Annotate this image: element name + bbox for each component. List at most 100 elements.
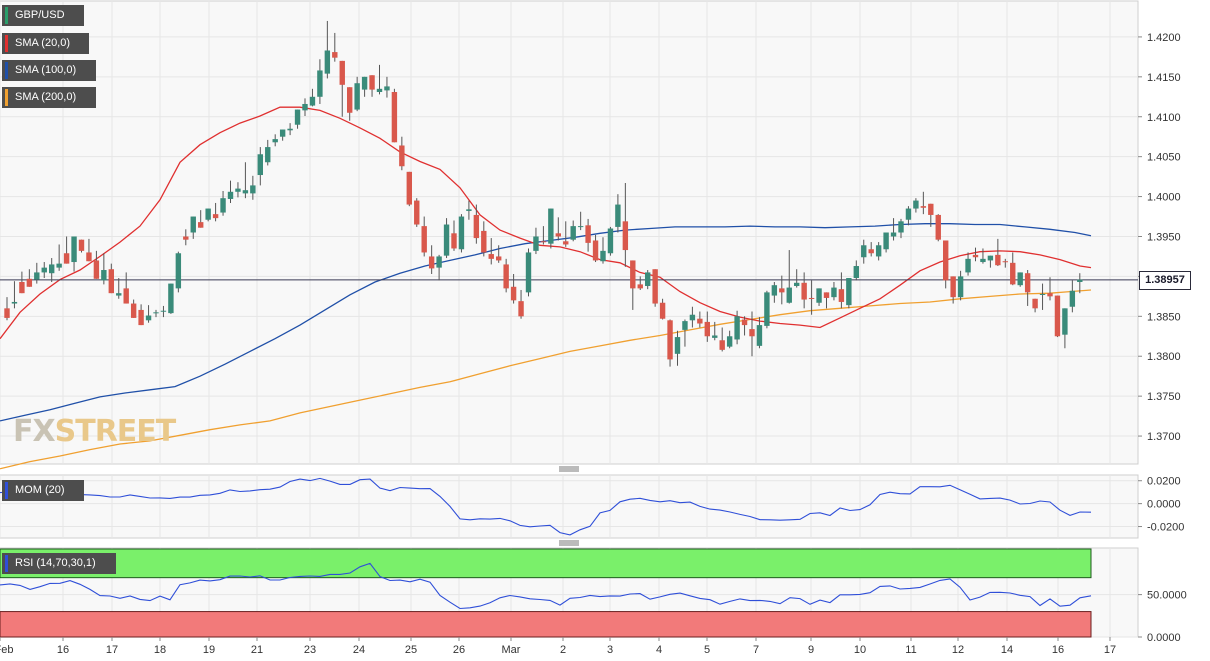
candle xyxy=(86,238,92,262)
y-tick-label: 1.4150 xyxy=(1147,72,1181,84)
x-tick-label: 18 xyxy=(154,644,166,656)
candle-body xyxy=(890,232,897,237)
candle xyxy=(600,237,606,264)
candle xyxy=(242,162,249,199)
candle xyxy=(205,208,211,222)
legend-swatch xyxy=(5,89,8,106)
x-tick-label: 21 xyxy=(251,644,263,656)
candle-body xyxy=(957,276,964,298)
candle-body xyxy=(726,336,733,347)
x-tick-label: 9 xyxy=(808,644,814,656)
candle xyxy=(972,247,979,262)
legend-mom[interactable]: MOM (20) xyxy=(2,480,84,501)
fxstreet-watermark: FXSTREET xyxy=(13,414,176,449)
candle xyxy=(548,208,554,249)
x-tick-label: 23 xyxy=(304,644,316,656)
candle xyxy=(1062,308,1068,349)
candle xyxy=(235,182,241,198)
candle xyxy=(272,134,278,147)
candle-body xyxy=(265,147,271,163)
candle xyxy=(726,330,733,349)
legend-rsi[interactable]: RSI (14,70,30,1) xyxy=(2,553,116,574)
candle-body xyxy=(756,325,763,346)
candle-body xyxy=(175,253,182,289)
candle xyxy=(250,175,256,200)
legend-swatch xyxy=(5,555,8,572)
candle xyxy=(496,245,502,263)
candle xyxy=(414,198,420,227)
candle xyxy=(913,198,919,213)
candle-body xyxy=(220,198,226,213)
candle xyxy=(563,221,569,247)
candle-body xyxy=(108,269,114,294)
candle xyxy=(570,220,576,242)
candle-body xyxy=(458,216,465,250)
candle xyxy=(428,245,435,275)
legend-sma20[interactable]: SMA (20,0) xyxy=(2,33,89,54)
panel-resize-handles[interactable] xyxy=(559,466,579,546)
legend-symbol[interactable]: GBP/USD xyxy=(2,5,84,26)
candle-body xyxy=(615,204,621,227)
candle-body xyxy=(935,214,941,240)
candle-body xyxy=(622,221,629,251)
y-tick-label: 1.3850 xyxy=(1147,311,1181,323)
candle xyxy=(652,269,658,307)
candle xyxy=(391,88,398,143)
candle-body xyxy=(779,288,785,293)
legend-label: SMA (200,0) xyxy=(15,91,77,103)
candle xyxy=(116,278,122,299)
candle-body xyxy=(428,256,435,269)
candle-body xyxy=(987,255,994,261)
candle-body xyxy=(384,86,390,91)
legend-swatch xyxy=(5,7,8,24)
x-tick-label: 11 xyxy=(905,644,916,656)
x-tick-label: Mar xyxy=(502,644,521,656)
legend-sma200[interactable]: SMA (200,0) xyxy=(2,87,96,108)
y-tick-label: 1.3750 xyxy=(1147,391,1181,403)
legend-label: SMA (20,0) xyxy=(15,37,71,49)
candle xyxy=(458,214,465,253)
candle-body xyxy=(168,283,174,314)
candle xyxy=(525,248,532,297)
candle xyxy=(339,60,345,117)
candle xyxy=(935,214,941,242)
rsi-overbought-zone xyxy=(0,548,1092,579)
candle-body xyxy=(786,287,792,303)
candle xyxy=(175,251,182,293)
candle-body xyxy=(697,318,703,324)
candle-body xyxy=(309,96,316,106)
candle-body xyxy=(533,236,539,251)
legend-label: RSI (14,70,30,1) xyxy=(15,557,96,569)
candle-body xyxy=(592,240,599,261)
candle xyxy=(823,292,830,309)
legend-label: GBP/USD xyxy=(15,9,65,21)
panel-main xyxy=(0,0,1139,465)
candle xyxy=(890,218,897,241)
legend-sma100[interactable]: SMA (100,0) xyxy=(2,60,96,81)
rsi-bands xyxy=(0,548,1092,638)
candle xyxy=(190,216,196,239)
candle xyxy=(108,263,114,294)
legend-label: SMA (100,0) xyxy=(15,64,77,76)
candle-body xyxy=(645,272,651,286)
x-tick-label: 25 xyxy=(405,644,417,656)
candle-body xyxy=(689,314,696,321)
candle xyxy=(145,305,152,323)
resize-handle[interactable] xyxy=(559,466,579,472)
candle xyxy=(332,32,338,62)
candle-body xyxy=(354,83,360,110)
candle xyxy=(1054,295,1061,338)
candle xyxy=(756,317,763,349)
candle xyxy=(1017,272,1023,287)
candle-body xyxy=(414,200,420,225)
candle-body xyxy=(920,206,927,208)
resize-handle[interactable] xyxy=(559,540,579,546)
candle-body xyxy=(421,226,427,253)
candle xyxy=(555,217,561,241)
candle xyxy=(384,76,390,98)
candle-body xyxy=(212,214,219,219)
candle xyxy=(302,98,308,116)
candle xyxy=(421,216,427,257)
candle-body xyxy=(488,254,494,259)
